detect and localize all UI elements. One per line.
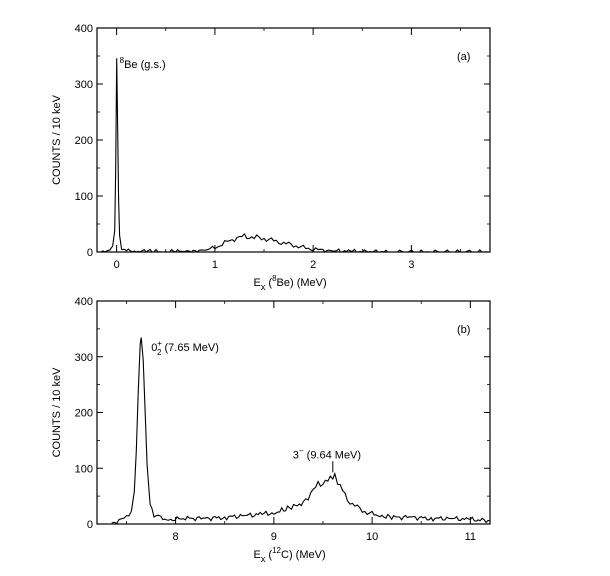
panel-label: (a) <box>457 51 470 63</box>
x-tick-label: 11 <box>465 531 476 543</box>
y-tick-label: 200 <box>75 135 93 147</box>
x-tick-label: 8 <box>173 531 179 543</box>
y-tick-label: 0 <box>87 247 93 259</box>
x-tick-label: 1 <box>212 259 218 271</box>
x-tick-label: 10 <box>366 531 378 543</box>
peak-annotation: 0+ 2 (7.65 MeV) <box>151 339 219 357</box>
panel-a: 0 100 200 300 400 0 1 2 3 (a) COUNTS / 10 keV Ex (8… <box>51 23 491 292</box>
panel-b: 0 100 200 300 400 8 9 10 11 (b) COUNTS / 10 keV Ex … <box>51 296 491 564</box>
x-axis-label: Ex (12C) (MeV) <box>254 546 326 564</box>
y-tick-label: 300 <box>75 352 93 364</box>
y-tick-label: 200 <box>75 408 93 420</box>
plot-frame <box>96 300 491 525</box>
y-axis-label: COUNTS / 10 keV <box>51 367 63 458</box>
x-tick-label: 9 <box>271 531 277 543</box>
peak-annotation: 3− (9.64 MeV) <box>293 446 361 461</box>
y-axis-label: COUNTS / 10 keV <box>51 94 63 185</box>
y-tick-label: 400 <box>75 23 93 35</box>
spectrum-series <box>97 58 490 253</box>
x-tick-label: 0 <box>114 259 120 271</box>
peak-annotation: 8Be (g.s.) <box>120 56 166 71</box>
spectrum-series <box>111 337 491 525</box>
x-axis-label: Ex (8Be) (MeV) <box>254 274 327 292</box>
x-tick-label: 3 <box>408 259 414 271</box>
x-tick-label: 2 <box>310 259 316 271</box>
panel-label: (b) <box>457 324 470 336</box>
y-tick-label: 100 <box>75 191 93 203</box>
y-tick-label: 0 <box>87 519 93 531</box>
y-tick-label: 300 <box>75 79 93 91</box>
y-tick-label: 400 <box>75 296 93 308</box>
y-tick-label: 100 <box>75 463 93 475</box>
